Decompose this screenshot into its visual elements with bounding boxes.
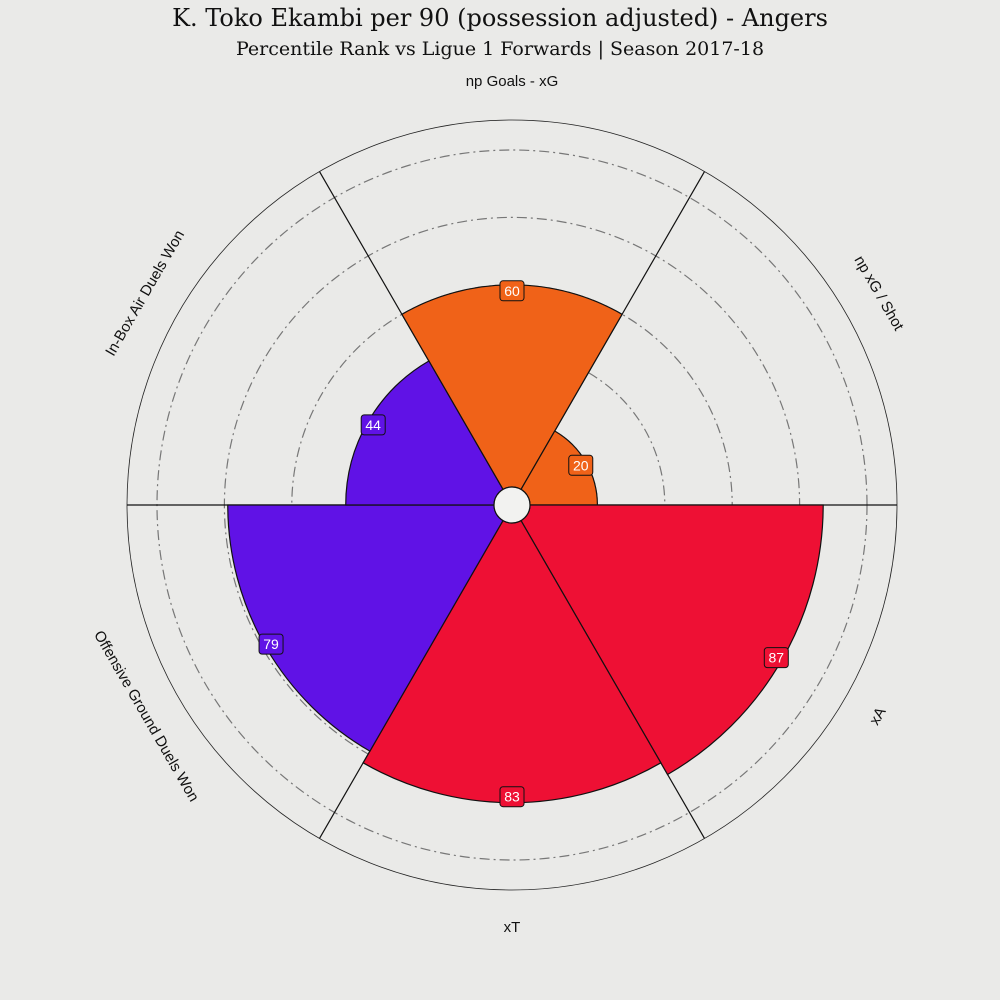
value-label-3: 83 [504,789,520,805]
value-label-2: 87 [769,650,785,666]
category-label-5: In-Box Air Duels Won [102,227,188,359]
category-label-1: np xG / Shot [851,253,908,334]
value-label-0: 60 [504,283,520,299]
value-badge-3 [499,786,525,808]
category-label-3: xT [504,919,521,936]
value-label-5: 44 [365,417,381,433]
center-hole [493,486,531,524]
category-label-0: np Goals - xG [466,73,559,90]
value-badge-1 [568,454,594,476]
value-badge-2 [763,647,789,669]
value-badge-5 [360,414,386,436]
chart-subtitle: Percentile Rank vs Ligue 1 Forwards | Se… [235,38,765,60]
value-badge-4 [258,633,284,655]
value-badge-0 [499,280,525,302]
category-label-2: xA [866,704,889,728]
category-label-4: Offensive Ground Duels Won [90,628,202,805]
chart-title: K. Toko Ekambi per 90 (possession adjust… [172,4,828,32]
value-label-1: 20 [573,457,589,473]
value-label-4: 79 [263,636,279,652]
